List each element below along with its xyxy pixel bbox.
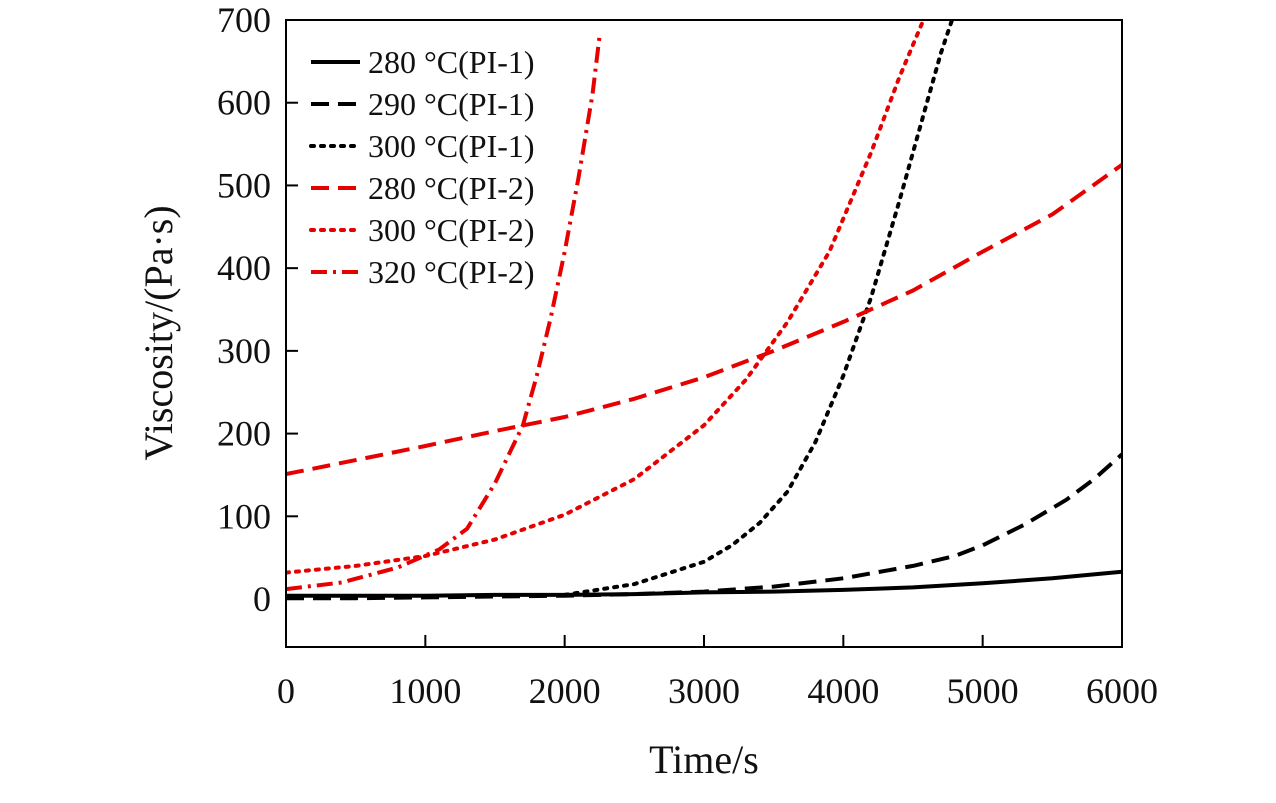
x-tick-label: 6000: [1086, 671, 1158, 711]
y-tick-label: 300: [217, 331, 271, 371]
x-tick-label: 1000: [389, 671, 461, 711]
y-tick-label: 400: [217, 248, 271, 288]
series-line-5: [286, 20, 926, 575]
y-tick-label: 100: [217, 496, 271, 536]
legend-label-1: 280 °C(PI-1): [368, 44, 535, 80]
y-tick-label: 700: [217, 0, 271, 40]
plot-frame: [285, 19, 1123, 648]
x-tick-label: 2000: [529, 671, 601, 711]
y-tick-label: 500: [217, 165, 271, 205]
legend-label-3: 300 °C(PI-1): [368, 128, 535, 164]
y-axis-title: Viscosity/(Pa·s): [136, 205, 181, 460]
ticks-layer: 0 1000 2000 3000 4000 5000 6000 0 100 200 300 400 50…: [217, 0, 1158, 711]
legend: 280 °C(PI-1) 290 °C(PI-1) 300 °C(PI-1) 280 …: [309, 44, 535, 290]
legend-label-4: 280 °C(PI-2): [368, 170, 535, 206]
series-line-6: [286, 36, 602, 592]
y-tick-label: 200: [217, 414, 271, 454]
series-line-3: [562, 20, 955, 597]
legend-label-5: 300 °C(PI-2): [368, 212, 535, 248]
series-line-4: [286, 163, 1122, 477]
x-axis-title: Time/s: [649, 737, 759, 782]
legend-label-6: 320 °C(PI-2): [368, 254, 535, 290]
x-tick-label: 4000: [807, 671, 879, 711]
y-tick-label: 0: [253, 579, 271, 619]
x-tick-label: 5000: [947, 671, 1019, 711]
x-tick-label: 3000: [668, 671, 740, 711]
legend-label-2: 290 °C(PI-1): [368, 86, 535, 122]
series-line-2: [286, 452, 1122, 601]
y-tick-label: 600: [217, 83, 271, 123]
series-lines-layer: [286, 20, 1122, 601]
x-tick-label: 0: [277, 671, 295, 711]
